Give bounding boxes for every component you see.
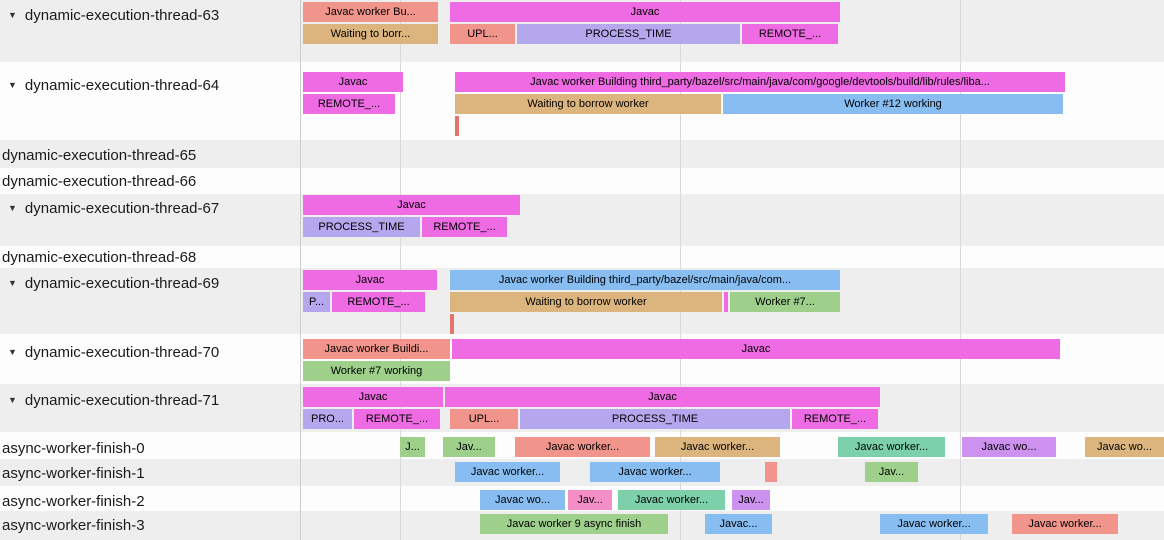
track-name: async-worker-finish-2 <box>2 492 145 510</box>
track-band <box>0 194 1164 246</box>
time-gridline <box>960 0 961 540</box>
trace-slice[interactable]: REMOTE_... <box>422 217 507 237</box>
track-name: dynamic-execution-thread-69 <box>24 274 220 292</box>
track-name: async-worker-finish-3 <box>2 516 145 534</box>
trace-slice[interactable] <box>765 462 777 482</box>
track-name: dynamic-execution-thread-64 <box>24 76 220 94</box>
trace-slice[interactable]: Javac <box>452 339 1060 359</box>
trace-slice[interactable]: Javac worker... <box>838 437 945 457</box>
trace-slice[interactable]: Javac... <box>705 514 772 534</box>
trace-slice[interactable]: Waiting to borrow worker <box>455 94 721 114</box>
trace-slice[interactable]: Javac worker Building third_party/bazel/… <box>455 72 1065 92</box>
trace-slice[interactable]: J... <box>400 437 425 457</box>
trace-slice[interactable]: Javac worker... <box>618 490 725 510</box>
trace-slice[interactable]: PROCESS_TIME <box>303 217 420 237</box>
track-label[interactable]: ▼ dynamic-execution-thread-69 <box>8 274 219 292</box>
trace-slice[interactable]: Javac wo... <box>1085 437 1164 457</box>
trace-slice[interactable]: Jav... <box>865 462 918 482</box>
expander-triangle-icon[interactable]: ▼ <box>8 80 17 90</box>
trace-slice[interactable]: Worker #7 working <box>303 361 450 381</box>
trace-slice[interactable]: Javac worker Building third_party/bazel/… <box>450 270 840 290</box>
trace-slice[interactable]: Javac worker... <box>515 437 650 457</box>
expander-triangle-icon[interactable]: ▼ <box>8 347 17 357</box>
trace-slice[interactable]: P... <box>303 292 330 312</box>
trace-slice[interactable]: PROCESS_TIME <box>520 409 790 429</box>
track-name: dynamic-execution-thread-63 <box>24 6 220 24</box>
trace-slice[interactable]: Javac <box>303 195 520 215</box>
trace-slice[interactable]: Javac <box>303 72 403 92</box>
track-band <box>0 459 1164 486</box>
trace-slice[interactable]: REMOTE_... <box>332 292 425 312</box>
trace-slice[interactable]: Javac worker Bu... <box>303 2 438 22</box>
trace-slice[interactable]: Javac worker... <box>655 437 780 457</box>
trace-slice[interactable]: Jav... <box>443 437 495 457</box>
track-name: dynamic-execution-thread-71 <box>24 391 220 409</box>
trace-slice[interactable]: Javac worker... <box>455 462 560 482</box>
track-name: dynamic-execution-thread-70 <box>24 343 220 361</box>
trace-slice[interactable]: Javac worker... <box>880 514 988 534</box>
track-name: async-worker-finish-1 <box>2 464 145 482</box>
expander-triangle-icon[interactable]: ▼ <box>8 395 17 405</box>
trace-slice[interactable]: Javac <box>303 387 443 407</box>
trace-slice[interactable]: Waiting to borrow worker <box>450 292 722 312</box>
trace-slice[interactable]: Jav... <box>568 490 612 510</box>
track-label[interactable]: dynamic-execution-thread-66 <box>2 172 196 190</box>
trace-slice[interactable]: UPL... <box>450 24 515 44</box>
expander-triangle-icon[interactable]: ▼ <box>8 10 17 20</box>
track-label[interactable]: ▼ dynamic-execution-thread-67 <box>8 199 219 217</box>
track-label[interactable]: async-worker-finish-2 <box>2 492 145 510</box>
trace-slice[interactable]: Javac worker Buildi... <box>303 339 450 359</box>
trace-slice[interactable] <box>455 116 459 136</box>
trace-slice[interactable]: Waiting to borr... <box>303 24 438 44</box>
track-label[interactable]: ▼ dynamic-execution-thread-70 <box>8 343 219 361</box>
trace-slice[interactable]: PROCESS_TIME <box>517 24 740 44</box>
track-label[interactable]: async-worker-finish-3 <box>2 516 145 534</box>
panel-divider <box>300 0 301 540</box>
track-band <box>0 168 1164 194</box>
trace-slice[interactable]: PRO... <box>303 409 352 429</box>
track-name: dynamic-execution-thread-67 <box>24 199 220 217</box>
track-label[interactable]: async-worker-finish-0 <box>2 439 145 457</box>
track-label[interactable]: ▼ dynamic-execution-thread-63 <box>8 6 219 24</box>
track-name: async-worker-finish-0 <box>2 439 145 457</box>
track-band <box>0 246 1164 268</box>
track-band <box>0 140 1164 168</box>
track-label[interactable]: ▼ dynamic-execution-thread-71 <box>8 391 219 409</box>
track-label[interactable]: dynamic-execution-thread-65 <box>2 146 196 164</box>
trace-slice[interactable]: Javac <box>303 270 437 290</box>
track-label[interactable]: async-worker-finish-1 <box>2 464 145 482</box>
trace-slice[interactable] <box>450 314 454 334</box>
expander-triangle-icon[interactable]: ▼ <box>8 278 17 288</box>
track-name: dynamic-execution-thread-68 <box>2 248 197 266</box>
trace-slice[interactable]: Javac <box>450 2 840 22</box>
trace-slice[interactable]: REMOTE_... <box>792 409 878 429</box>
trace-slice[interactable]: REMOTE_... <box>354 409 440 429</box>
trace-slice[interactable]: Worker #7... <box>730 292 840 312</box>
expander-triangle-icon[interactable]: ▼ <box>8 203 17 213</box>
track-label[interactable]: ▼ dynamic-execution-thread-64 <box>8 76 219 94</box>
trace-slice[interactable]: Javac wo... <box>480 490 565 510</box>
trace-slice[interactable]: Javac worker... <box>590 462 720 482</box>
track-label[interactable]: dynamic-execution-thread-68 <box>2 248 196 266</box>
trace-slice[interactable]: Worker #12 working <box>723 94 1063 114</box>
trace-slice[interactable]: REMOTE_... <box>742 24 838 44</box>
trace-slice[interactable]: REMOTE_... <box>303 94 395 114</box>
track-name: dynamic-execution-thread-65 <box>2 146 197 164</box>
track-name: dynamic-execution-thread-66 <box>2 172 197 190</box>
trace-slice[interactable]: UPL... <box>450 409 518 429</box>
trace-slice[interactable]: Jav... <box>732 490 770 510</box>
trace-slice[interactable]: Javac worker... <box>1012 514 1118 534</box>
trace-slice[interactable]: Javac wo... <box>962 437 1056 457</box>
trace-slice[interactable] <box>724 292 728 312</box>
trace-slice[interactable]: Javac worker 9 async finish <box>480 514 668 534</box>
trace-slice[interactable]: Javac <box>445 387 880 407</box>
